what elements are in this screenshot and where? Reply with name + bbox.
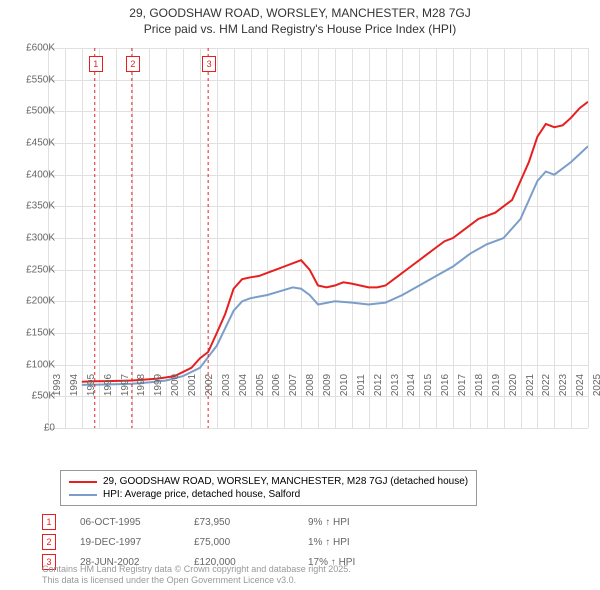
xtick-label: 2024 — [575, 374, 586, 396]
ytick-label: £150K — [0, 328, 55, 339]
ytick-label: £0 — [0, 423, 55, 434]
xtick-label: 1999 — [153, 374, 164, 396]
series-line — [82, 146, 588, 385]
sale-price: £75,000 — [194, 537, 284, 548]
xtick-label: 2006 — [271, 374, 282, 396]
attribution-line-2: This data is licensed under the Open Gov… — [42, 575, 351, 586]
xtick-label: 2008 — [305, 374, 316, 396]
ytick-label: £200K — [0, 296, 55, 307]
ytick-label: £50K — [0, 391, 55, 402]
legend-item: 29, GOODSHAW ROAD, WORSLEY, MANCHESTER, … — [69, 475, 468, 488]
ytick-label: £300K — [0, 233, 55, 244]
xtick-label: 1996 — [103, 374, 114, 396]
xtick-label: 2022 — [541, 374, 552, 396]
xtick-label: 1998 — [136, 374, 147, 396]
sale-date: 06-OCT-1995 — [80, 517, 170, 528]
xtick-label: 1995 — [86, 374, 97, 396]
line-series — [48, 48, 588, 428]
xtick-label: 2009 — [322, 374, 333, 396]
sale-date: 19-DEC-1997 — [80, 537, 170, 548]
xtick-label: 2021 — [525, 374, 536, 396]
ytick-label: £550K — [0, 74, 55, 85]
xtick-label: 2017 — [457, 374, 468, 396]
sale-marker: 2 — [126, 56, 140, 72]
sale-index: 1 — [42, 514, 56, 530]
legend-swatch — [69, 494, 97, 496]
sale-delta: 9% ↑ HPI — [308, 517, 350, 528]
ytick-label: £350K — [0, 201, 55, 212]
xtick-label: 2020 — [508, 374, 519, 396]
attribution: Contains HM Land Registry data © Crown c… — [42, 564, 351, 586]
attribution-line-1: Contains HM Land Registry data © Crown c… — [42, 564, 351, 575]
ytick-label: £500K — [0, 106, 55, 117]
ytick-label: £400K — [0, 169, 55, 180]
legend-label: HPI: Average price, detached house, Salf… — [103, 489, 300, 500]
xtick-label: 1993 — [52, 374, 63, 396]
xtick-label: 2007 — [288, 374, 299, 396]
ytick-label: £600K — [0, 43, 55, 54]
chart-container: 29, GOODSHAW ROAD, WORSLEY, MANCHESTER, … — [0, 0, 600, 590]
sales-table: 1 06-OCT-1995 £73,950 9% ↑ HPI 2 19-DEC-1997 £… — [42, 512, 355, 572]
legend: 29, GOODSHAW ROAD, WORSLEY, MANCHESTER, … — [60, 470, 477, 506]
xtick-label: 2002 — [204, 374, 215, 396]
ytick-label: £100K — [0, 359, 55, 370]
xtick-label: 1997 — [120, 374, 131, 396]
title-line-2: Price paid vs. HM Land Registry's House … — [0, 22, 600, 38]
legend-swatch — [69, 481, 97, 483]
xtick-label: 2012 — [373, 374, 384, 396]
xtick-label: 2004 — [238, 374, 249, 396]
sale-index: 2 — [42, 534, 56, 550]
legend-item: HPI: Average price, detached house, Salf… — [69, 488, 468, 501]
xtick-label: 1994 — [69, 374, 80, 396]
title-line-1: 29, GOODSHAW ROAD, WORSLEY, MANCHESTER, … — [0, 6, 600, 22]
xtick-label: 2023 — [558, 374, 569, 396]
sales-row: 2 19-DEC-1997 £75,000 1% ↑ HPI — [42, 532, 355, 552]
chart-title: 29, GOODSHAW ROAD, WORSLEY, MANCHESTER, … — [0, 0, 600, 37]
xtick-label: 2005 — [255, 374, 266, 396]
sale-price: £73,950 — [194, 517, 284, 528]
ytick-label: £250K — [0, 264, 55, 275]
xtick-label: 2003 — [221, 374, 232, 396]
xtick-label: 2019 — [491, 374, 502, 396]
sale-marker: 3 — [202, 56, 216, 72]
xtick-label: 2001 — [187, 374, 198, 396]
xtick-label: 2016 — [440, 374, 451, 396]
legend-label: 29, GOODSHAW ROAD, WORSLEY, MANCHESTER, … — [103, 476, 468, 487]
sales-row: 1 06-OCT-1995 £73,950 9% ↑ HPI — [42, 512, 355, 532]
xtick-label: 2015 — [423, 374, 434, 396]
xtick-label: 2014 — [406, 374, 417, 396]
xtick-label: 2011 — [356, 374, 367, 396]
xtick-label: 2018 — [474, 374, 485, 396]
series-line — [82, 102, 588, 382]
xtick-label: 2013 — [390, 374, 401, 396]
xtick-label: 2000 — [170, 374, 181, 396]
sale-marker: 1 — [89, 56, 103, 72]
ytick-label: £450K — [0, 138, 55, 149]
plot-area: 1 2 3 — [48, 48, 588, 428]
xtick-label: 2010 — [339, 374, 350, 396]
xtick-label: 2025 — [592, 374, 600, 396]
sale-delta: 1% ↑ HPI — [308, 537, 350, 548]
